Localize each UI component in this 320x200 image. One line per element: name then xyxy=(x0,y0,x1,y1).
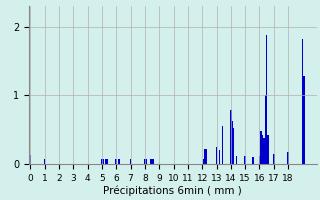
Bar xyxy=(265,95,266,164)
Bar xyxy=(29,155,31,164)
Bar xyxy=(266,35,268,164)
Bar xyxy=(233,128,235,164)
Bar xyxy=(236,156,237,164)
Bar xyxy=(107,159,108,164)
Bar xyxy=(268,135,269,164)
Bar xyxy=(253,157,254,164)
Bar xyxy=(262,135,263,164)
Bar xyxy=(106,159,107,164)
Bar xyxy=(259,156,260,164)
Bar xyxy=(203,159,204,164)
Bar xyxy=(151,159,153,164)
Bar xyxy=(232,121,233,164)
Bar xyxy=(273,154,275,164)
Bar xyxy=(216,147,217,164)
Bar xyxy=(206,149,207,164)
Bar xyxy=(130,159,131,164)
Bar xyxy=(221,126,223,164)
Bar xyxy=(150,159,151,164)
Bar xyxy=(103,159,104,164)
Bar xyxy=(303,76,305,164)
Bar xyxy=(146,159,147,164)
Bar xyxy=(263,138,265,164)
Bar xyxy=(230,110,232,164)
Bar xyxy=(44,159,45,164)
Bar xyxy=(244,156,246,164)
Bar xyxy=(204,149,206,164)
Bar xyxy=(252,157,253,164)
Bar xyxy=(144,159,146,164)
Bar xyxy=(287,152,289,164)
Bar xyxy=(118,159,120,164)
Bar xyxy=(101,159,103,164)
Bar xyxy=(219,150,220,164)
Bar xyxy=(302,39,303,164)
Bar xyxy=(260,131,262,164)
Bar xyxy=(153,159,154,164)
Bar xyxy=(116,159,117,164)
X-axis label: Précipitations 6min ( mm ): Précipitations 6min ( mm ) xyxy=(103,186,242,196)
